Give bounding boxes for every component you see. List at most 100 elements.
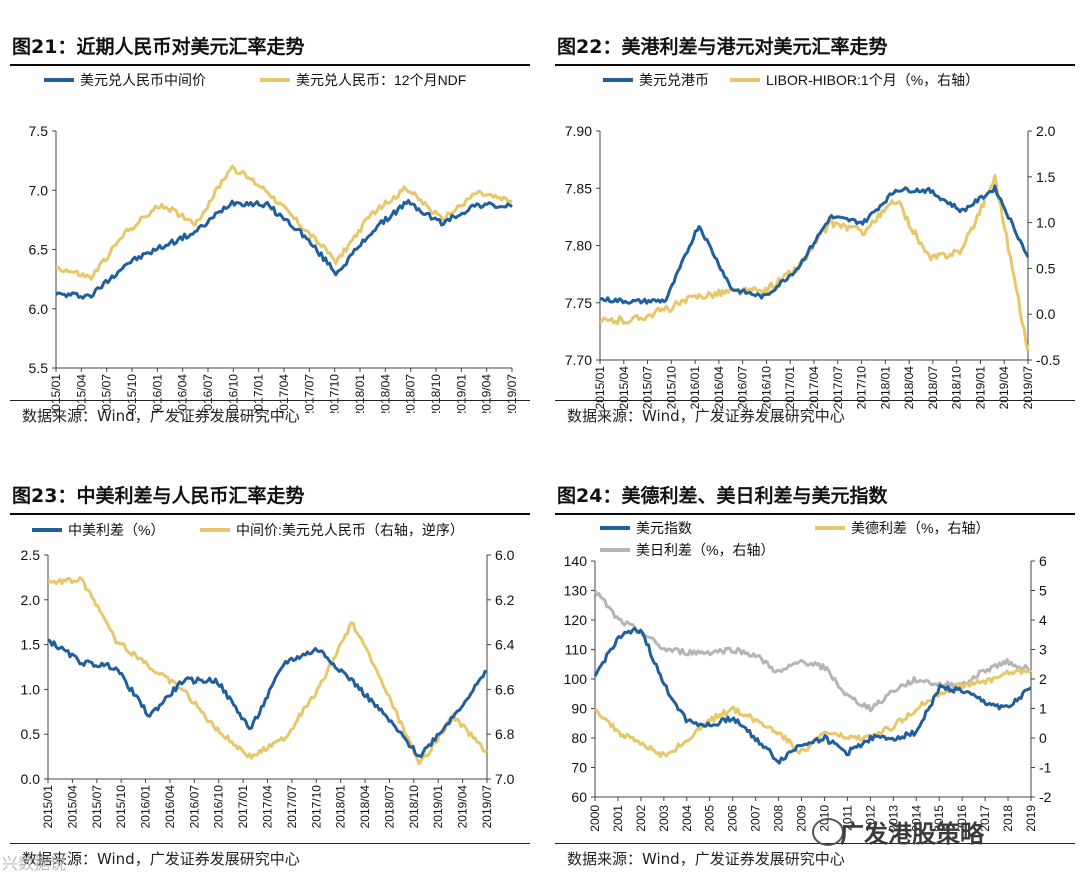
x-tick-label: 2004 xyxy=(680,805,694,832)
x-tick-label: 2018/01 xyxy=(334,785,348,829)
y2-tick-label: 5 xyxy=(1039,583,1047,599)
x-tick-label: 2018/10 xyxy=(429,374,443,413)
y-tick-label: 130 xyxy=(564,583,588,599)
x-tick-label: 2018/10 xyxy=(407,785,421,829)
y-tick-label: 0.0 xyxy=(21,771,41,787)
x-tick-label: 2016/10 xyxy=(226,374,240,413)
y-tick-label: 140 xyxy=(564,553,588,569)
x-tick-label: 2017/04 xyxy=(277,374,291,413)
x-tick-label: 2013 xyxy=(886,805,900,832)
series-line-2 xyxy=(593,589,1032,713)
x-tick-label: 2015 xyxy=(932,805,946,832)
y-tick-label: 7.90 xyxy=(565,123,592,139)
x-tick-label: 2017 xyxy=(978,805,992,832)
x-tick-label: 2015/07 xyxy=(90,785,104,829)
x-tick-label: 2017/07 xyxy=(302,374,316,413)
x-tick-label: 2017/04 xyxy=(261,785,275,829)
x-tick-label: 2017/07 xyxy=(831,366,845,410)
legend-label: 美德利差（%，右轴） xyxy=(851,520,989,536)
legend-label: 中间价:美元兑人民币（右轴，逆序） xyxy=(236,522,464,538)
watermark-secondary: 兴数据说 xyxy=(2,854,67,873)
chart-23-svg: 中美利差（%） 中间价:美元兑人民币（右轴，逆序） 2.5 2.0 1.5 1.0 0.5 0… xyxy=(21,522,515,829)
x-tick-label: 2016/10 xyxy=(759,366,773,410)
x-tick-label: 2019/07 xyxy=(1021,366,1035,410)
x-tick-label: 2016/04 xyxy=(163,785,177,829)
y-tick-label: 100 xyxy=(564,671,588,687)
x-tick-label: 2019/01 xyxy=(973,366,987,410)
legend-label: 美日利差（%，右轴） xyxy=(636,542,774,558)
chart-24-svg: 美元指数 美德利差（%，右轴）美日利差（%，右轴）1401301201101009… xyxy=(564,520,1052,832)
y-tick-label: 0.5 xyxy=(21,726,41,742)
series-line-1 xyxy=(599,173,1030,352)
x-tick-label: 2015/01 xyxy=(49,374,63,413)
x-tick-label: 2015/04 xyxy=(65,785,79,829)
y-tick-label: 1.5 xyxy=(21,637,41,653)
x-tick-label: 2015/10 xyxy=(114,785,128,829)
x-tick-label: 2016/01 xyxy=(139,785,153,829)
source-note: 数据来源：Wind，广发证券发展研究中心 xyxy=(22,407,300,425)
x-tick-label: 2016/04 xyxy=(176,374,190,413)
y-tick-label: 1.0 xyxy=(21,681,41,697)
legend-label: 美元兑人民币：12个月NDF xyxy=(296,72,466,88)
x-tick-label: 2016/07 xyxy=(187,785,201,829)
y-tick-label: 5.5 xyxy=(29,360,49,376)
y2-tick-label: 2 xyxy=(1039,671,1047,687)
series-line-0 xyxy=(599,184,1030,305)
x-tick-label: 2017/10 xyxy=(309,785,323,829)
x-tick-label: 2016/07 xyxy=(736,366,750,410)
y-tick-label: 120 xyxy=(564,612,588,628)
x-tick-label: 2017/10 xyxy=(328,374,342,413)
y2-tick-label: 1 xyxy=(1039,701,1047,717)
y-tick-label: 7.80 xyxy=(565,238,592,254)
legend-label: 美元兑人民币中间价 xyxy=(80,72,206,88)
chart-21-svg: 美元兑人民币中间价 美元兑人民币：12个月NDF7.57.06.56.05.520… xyxy=(29,72,519,413)
x-tick-label: 2017/07 xyxy=(285,785,299,829)
chart-title: 图21：近期人民币对美元汇率走势 xyxy=(12,36,305,58)
x-tick-label: 2019/01 xyxy=(454,374,468,413)
source-note: 数据来源：Wind，广发证券发展研究中心 xyxy=(22,850,300,868)
y2-tick-label: 6.4 xyxy=(495,637,515,653)
x-tick-label: 2018/07 xyxy=(926,366,940,410)
y2-tick-label: 2.0 xyxy=(1036,123,1056,139)
y2-tick-label: 1.0 xyxy=(1036,215,1056,231)
x-tick-label: 2002 xyxy=(634,805,648,832)
y2-tick-label: 0.5 xyxy=(1036,260,1056,276)
x-tick-label: 2018/04 xyxy=(378,374,392,413)
y2-tick-label: 6.0 xyxy=(495,547,515,563)
y-tick-label: 6.5 xyxy=(29,242,49,258)
x-tick-label: 2016/01 xyxy=(688,366,702,410)
y-tick-label: 7.5 xyxy=(29,123,49,139)
x-tick-label: 2014 xyxy=(909,805,923,832)
x-tick-label: 2019/04 xyxy=(456,785,470,829)
watermark: 广发港股策略 xyxy=(840,820,984,848)
y-tick-label: 80 xyxy=(571,730,587,746)
x-tick-label: 2018/10 xyxy=(950,366,964,410)
x-tick-label: 2019/04 xyxy=(480,374,494,413)
y2-tick-label: 7.0 xyxy=(495,771,515,787)
series-line-0 xyxy=(47,638,488,759)
x-tick-label: 2019/07 xyxy=(480,785,494,829)
legend-label: 中美利差（%） xyxy=(68,522,164,538)
x-tick-label: 2018/04 xyxy=(902,366,916,410)
chart-title: 图23：中美利差与人民币汇率走势 xyxy=(12,485,305,507)
x-tick-label: 2003 xyxy=(657,805,671,832)
x-tick-label: 2006 xyxy=(726,805,740,832)
x-tick-label: 2015/10 xyxy=(125,374,139,413)
y2-tick-label: 6.8 xyxy=(495,726,515,742)
x-tick-label: 2015/04 xyxy=(74,374,88,413)
y2-tick-label: 4 xyxy=(1039,612,1047,628)
y2-tick-label: 1.5 xyxy=(1036,169,1056,185)
y-tick-label: 90 xyxy=(571,701,587,717)
x-tick-label: 2012 xyxy=(863,805,877,832)
x-tick-label: 2017/01 xyxy=(783,366,797,410)
y2-tick-label: 0.0 xyxy=(1036,306,1056,322)
x-tick-label: 2018/07 xyxy=(382,785,396,829)
x-tick-label: 2019/01 xyxy=(431,785,445,829)
source-note: 数据来源：Wind，广发证券发展研究中心 xyxy=(567,407,845,425)
x-tick-label: 2019/07 xyxy=(505,374,519,413)
y2-tick-label: -1 xyxy=(1039,760,1052,776)
series-line-0 xyxy=(55,199,513,300)
x-tick-label: 2017/01 xyxy=(236,785,250,829)
wechat-icon xyxy=(812,818,844,846)
x-tick-label: 2001 xyxy=(611,805,625,832)
